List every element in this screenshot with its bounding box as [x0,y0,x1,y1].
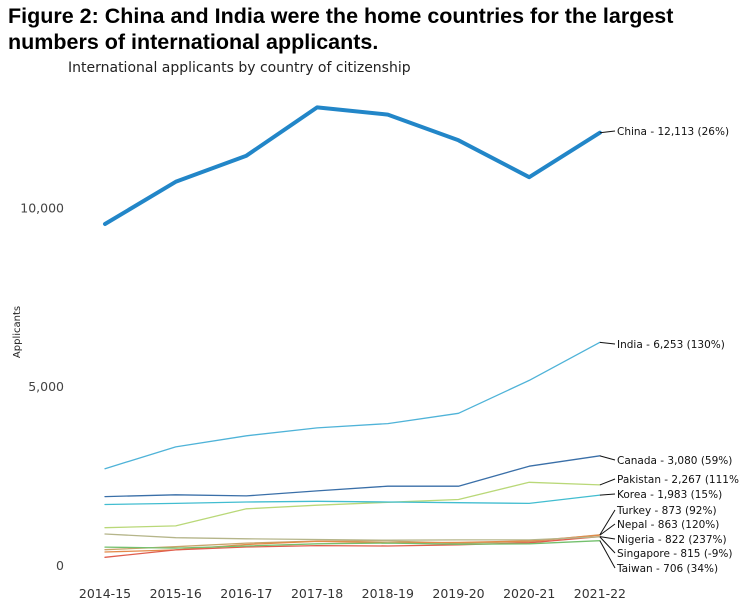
x-tick-label: 2018-19 [362,586,414,601]
y-tick-label: 0 [56,558,64,573]
series-lines [103,105,602,558]
x-tick-label: 2016-17 [220,586,272,601]
series-line-china [103,105,602,226]
label-leader-nepal [599,523,616,536]
figure-title: Figure 2: China and India were the home … [8,4,680,54]
series-label-nigeria: Nigeria - 822 (237%) [617,534,727,546]
label-leader-canada [599,455,616,461]
y-tick-label: 10,000 [20,200,64,215]
x-tick-label: 2014-15 [79,586,131,601]
series-line-turkey [104,534,601,551]
x-tick-label: 2019-20 [432,586,484,601]
series-label-nepal: Nepal - 863 (120%) [617,519,719,531]
y-axis-label: Applicants [12,306,23,358]
series-line-singapore [104,533,601,541]
series-label-china: China - 12,113 (26%) [617,126,729,138]
label-leader-nigeria [599,536,616,540]
y-tick-label: 5,000 [28,379,64,394]
label-leader-taiwan [599,540,616,569]
series-label-canada: Canada - 3,080 (59%) [617,455,732,467]
chart-subtitle: International applicants by country of c… [68,60,411,76]
series-label-turkey: Turkey - 873 (92%) [616,505,717,517]
x-axis-ticks: 2014-15 2015-16 2016-17 2017-18 2018-19 2019-… [79,586,626,601]
label-leader-pakistan [599,478,616,486]
label-leader-india [599,341,616,345]
series-line-pakistan [104,481,601,529]
series-label-korea: Korea - 1,983 (15%) [617,489,722,501]
series-line-canada [104,455,601,498]
label-leader-turkey [599,509,616,536]
y-axis-ticks: 0 5,000 10,000 [20,200,64,573]
x-tick-label: 2017-18 [291,586,343,601]
series-line-korea [104,494,601,506]
series-label-india: India - 6,253 (130%) [617,339,725,351]
label-leader-singapore [599,536,616,554]
series-line-india [104,341,601,470]
series-label-pakistan: Pakistan - 2,267 (111%) [617,474,740,486]
series-line-nigeria [104,535,601,558]
series-label-singapore: Singapore - 815 (-9%) [617,548,732,560]
label-leader-korea [599,493,616,496]
x-tick-label: 2020-21 [503,586,555,601]
label-leader-china [599,130,616,134]
x-tick-label: 2015-16 [150,586,202,601]
series-label-taiwan: Taiwan - 706 (34%) [616,563,718,575]
x-tick-label: 2021-22 [574,586,626,601]
series-line-taiwan [104,540,601,549]
series-end-labels: China - 12,113 (26%) India - 6,253 (130%)… [599,126,740,575]
